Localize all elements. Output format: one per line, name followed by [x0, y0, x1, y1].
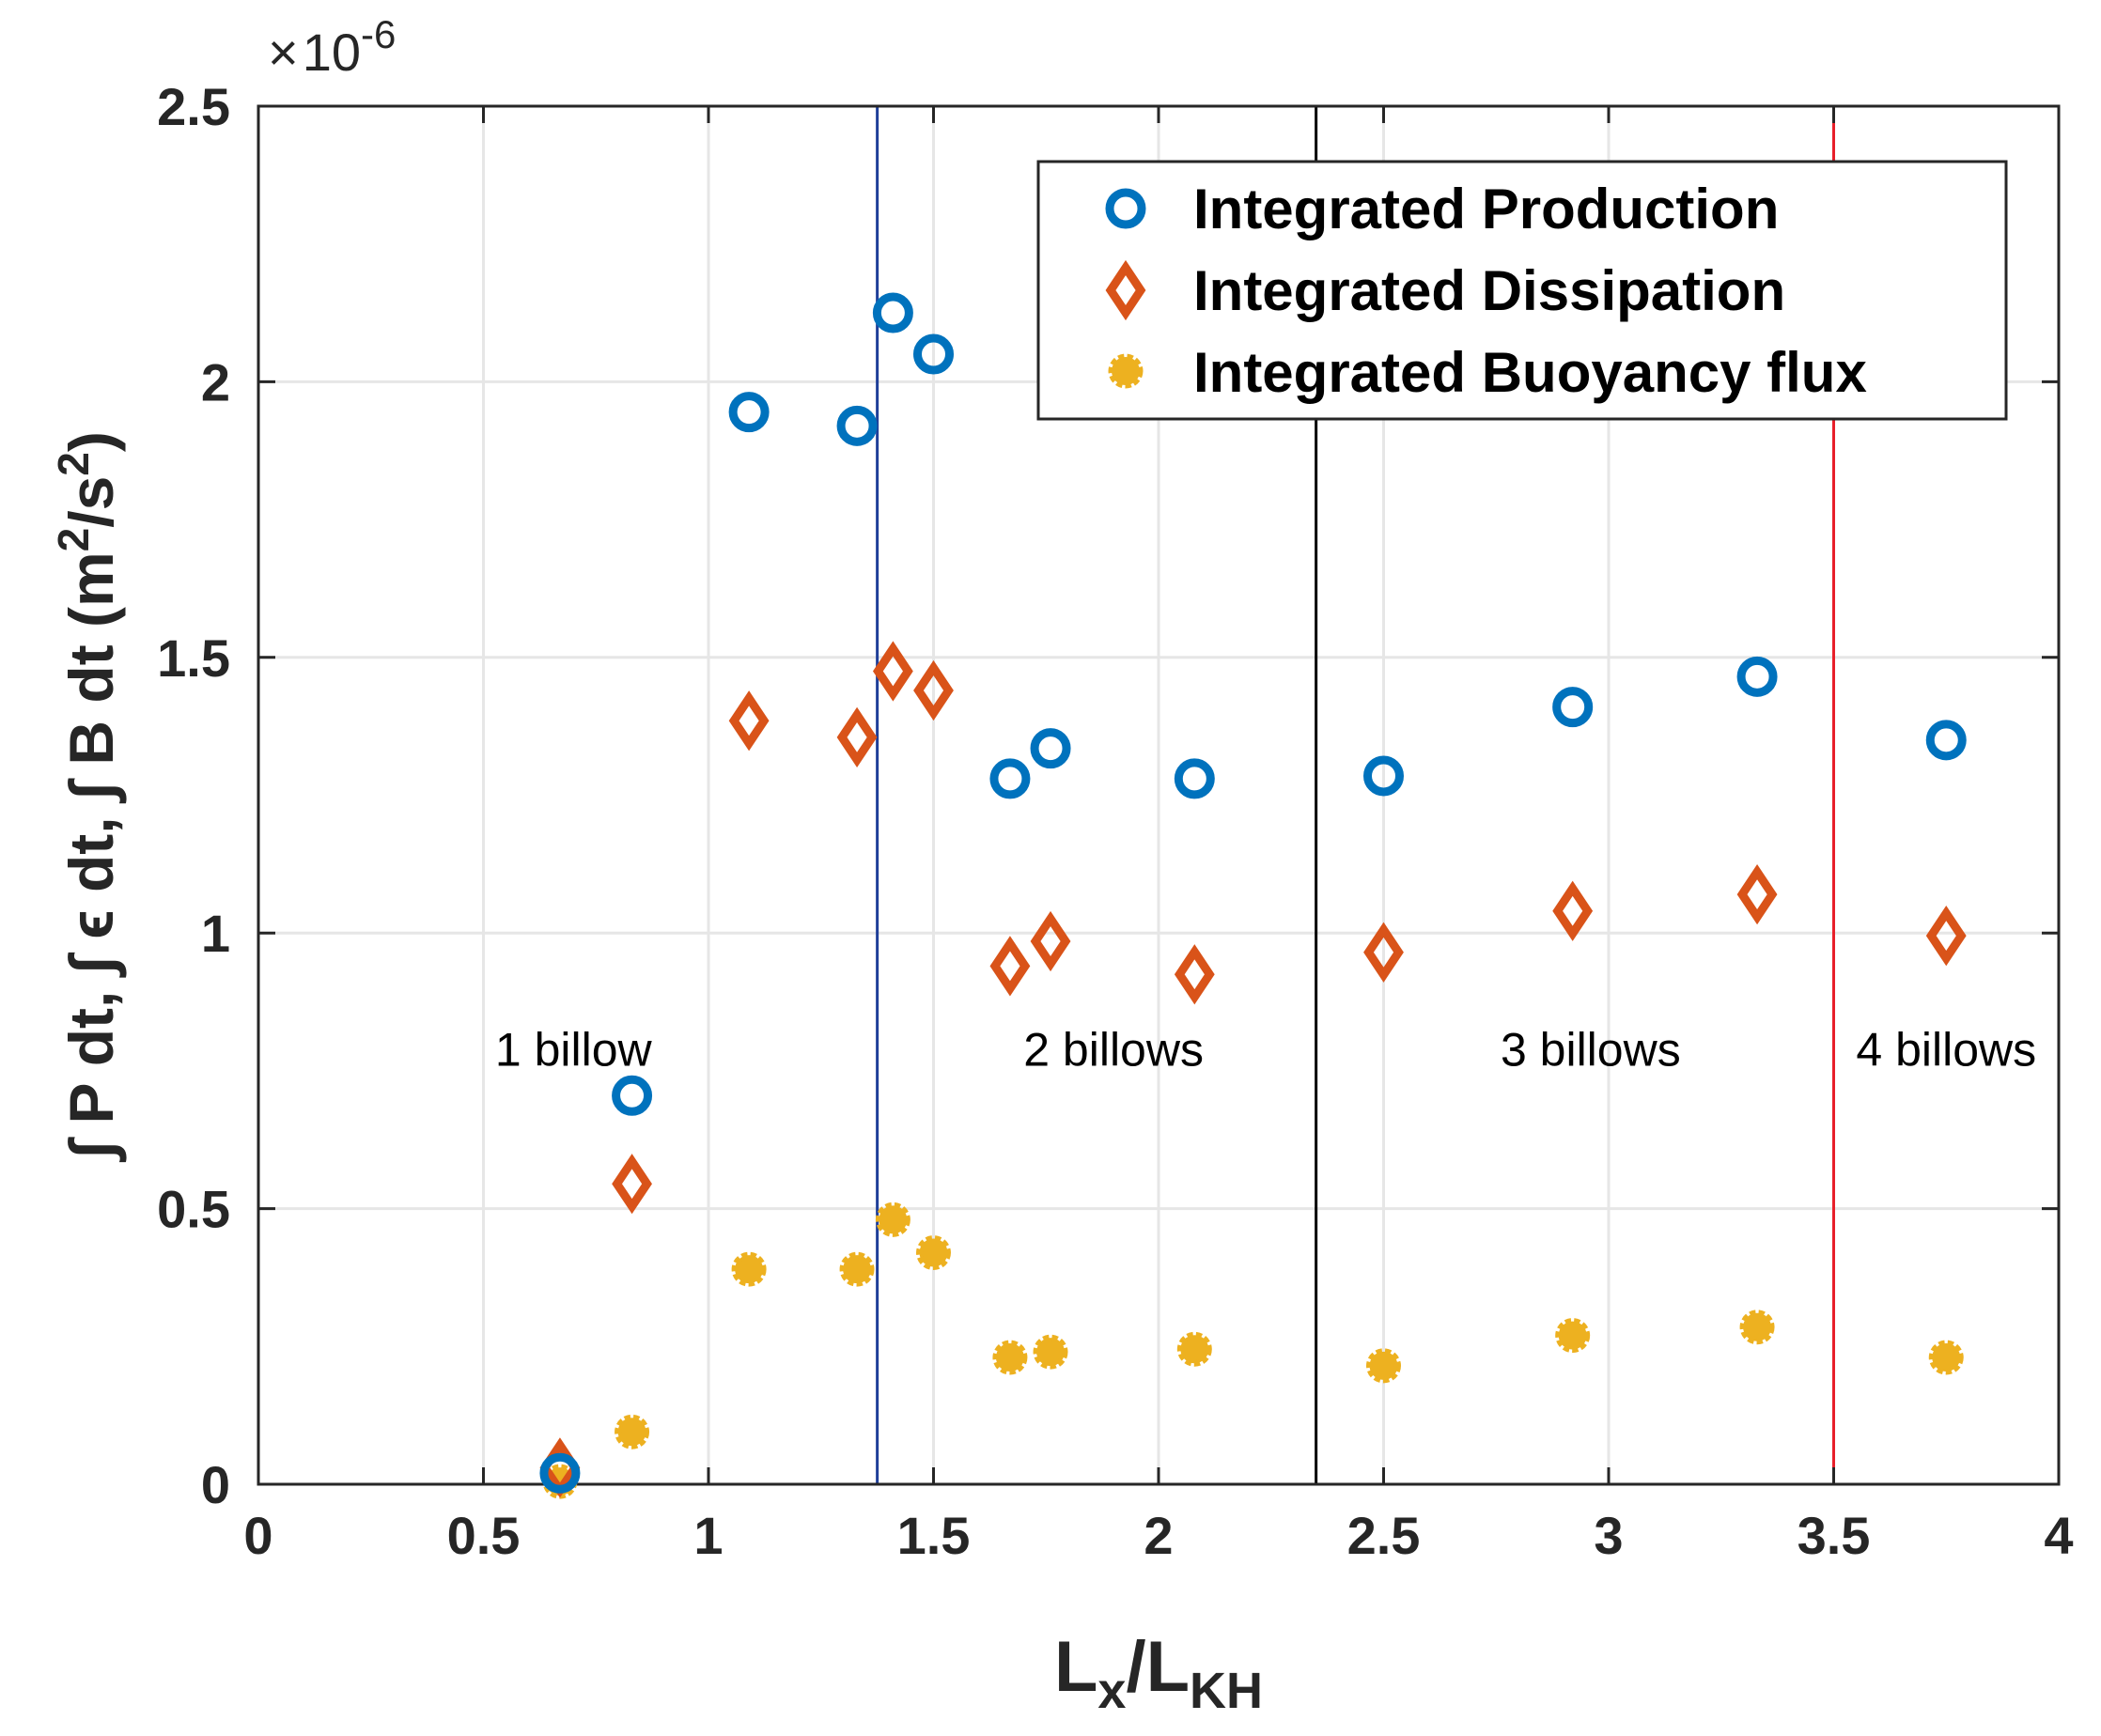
production-point	[1552, 687, 1594, 728]
production-point	[539, 1452, 581, 1494]
legend-buoyancy-marker	[1108, 353, 1144, 389]
dissipation-point	[913, 659, 954, 721]
legend-buoyancy-label: Integrated Buoyancy flux	[1193, 341, 1867, 404]
x-tick-label: 1.5	[897, 1506, 971, 1565]
buoyancy-point	[1366, 1348, 1401, 1384]
dissipation-point	[1925, 906, 1967, 967]
y-exponent-label: ×10-6	[268, 12, 396, 82]
x-tick-label: 3	[1594, 1506, 1623, 1565]
dissipation-point	[1363, 922, 1404, 983]
legend-production-label: Integrated Production	[1193, 178, 1779, 240]
y-tick-label: 2	[201, 352, 230, 411]
exponent-power: -6	[361, 12, 396, 56]
legend-item-dissipation: Integrated Dissipation	[1105, 259, 1785, 322]
x-label-sub1: x	[1097, 1663, 1126, 1719]
legend-box	[1036, 160, 2008, 421]
dissipation-point	[612, 1154, 652, 1215]
ticks: 0 0.5 1 1.5 2 2.5 3 3.5 4 0 0.5 1 1.5 2 2.5	[157, 77, 2073, 1565]
production-point	[612, 1075, 653, 1116]
x-tick-label: 4	[2044, 1506, 2073, 1565]
production-point	[1736, 656, 1778, 697]
y-tick-label: 2.5	[157, 77, 230, 136]
y-axis-label: ∫ P dt, ∫ ϵ dt, ∫ B dt (m2/s2)	[49, 431, 127, 1162]
exponent-times: ×	[268, 23, 299, 82]
dissipation-point	[728, 690, 770, 752]
region-label: 2 billows	[1023, 1023, 1204, 1076]
production-point	[872, 292, 913, 333]
dissipation-point	[872, 641, 913, 702]
x-tick-label: 3.5	[1798, 1506, 1871, 1565]
buoyancy-point	[1033, 1334, 1068, 1370]
buoyancy-point	[1176, 1331, 1212, 1367]
y-label-end: )	[56, 431, 126, 452]
dissipation-point	[1030, 910, 1071, 972]
buoyancy-point	[1739, 1310, 1775, 1345]
legend-dissipation-label: Integrated Dissipation	[1193, 259, 1785, 322]
dissipation-point	[1552, 880, 1594, 941]
production-point	[1030, 728, 1071, 769]
buoyancy-point	[875, 1201, 910, 1237]
series-circle	[539, 292, 1967, 1494]
region-label: 4 billows	[1856, 1023, 2036, 1076]
buoyancy-point	[1555, 1318, 1591, 1354]
y-label-sup2: 2	[49, 452, 98, 476]
legend-dissipation-marker	[1105, 259, 1146, 321]
region-label: 3 billows	[1501, 1023, 1681, 1076]
x-label-sub2: KH	[1190, 1663, 1263, 1719]
y-label-text: ∫ P dt, ∫ ϵ dt, ∫ B dt (m	[56, 551, 127, 1162]
production-point	[989, 758, 1031, 799]
series-diamond	[539, 641, 1967, 1498]
production-point	[1925, 720, 1967, 761]
buoyancy-point	[839, 1251, 875, 1287]
dissipation-point	[836, 706, 878, 767]
x-tick-label: 2	[1144, 1506, 1173, 1565]
legend: Integrated Production Integrated Dissipa…	[1036, 160, 2008, 421]
production-point	[1174, 758, 1215, 799]
exponent-base: 10	[303, 23, 361, 82]
y-tick-label: 1.5	[157, 628, 230, 688]
production-point	[836, 405, 878, 446]
production-point	[1363, 755, 1404, 797]
x-tick-label: 1	[693, 1506, 723, 1565]
y-tick-label: 0.5	[157, 1180, 230, 1239]
data-series	[539, 292, 1967, 1499]
x-tick-label: 0	[243, 1506, 272, 1565]
y-tick-label: 0	[201, 1455, 230, 1514]
buoyancy-point	[615, 1414, 650, 1449]
region-annotations: 1 billow 2 billows 3 billows 4 billows	[495, 1023, 2036, 1076]
x-label-slash: /L	[1126, 1627, 1190, 1707]
dissipation-point	[1736, 864, 1778, 925]
production-point	[913, 333, 954, 375]
legend-item-production: Integrated Production	[1105, 178, 1779, 240]
production-point	[728, 392, 770, 433]
y-tick-label: 1	[201, 904, 230, 963]
legend-production-marker	[1105, 188, 1146, 229]
x-tick-label: 0.5	[447, 1506, 521, 1565]
x-tick-label: 2.5	[1347, 1506, 1421, 1565]
y-label-mid: /s	[56, 476, 126, 528]
x-axis-label: Lx/LKH	[1054, 1627, 1263, 1719]
dissipation-point	[989, 936, 1031, 997]
buoyancy-point	[916, 1235, 951, 1271]
legend-item-buoyancy: Integrated Buoyancy flux	[1108, 341, 1867, 404]
x-label-main: L	[1054, 1627, 1097, 1707]
buoyancy-point	[1928, 1340, 1964, 1375]
region-label: 1 billow	[495, 1023, 653, 1076]
series-filled-circle	[542, 1201, 1964, 1499]
buoyancy-point	[992, 1340, 1028, 1375]
dissipation-point	[1174, 944, 1215, 1005]
buoyancy-point	[731, 1251, 767, 1287]
y-label-sup: 2	[49, 528, 98, 552]
